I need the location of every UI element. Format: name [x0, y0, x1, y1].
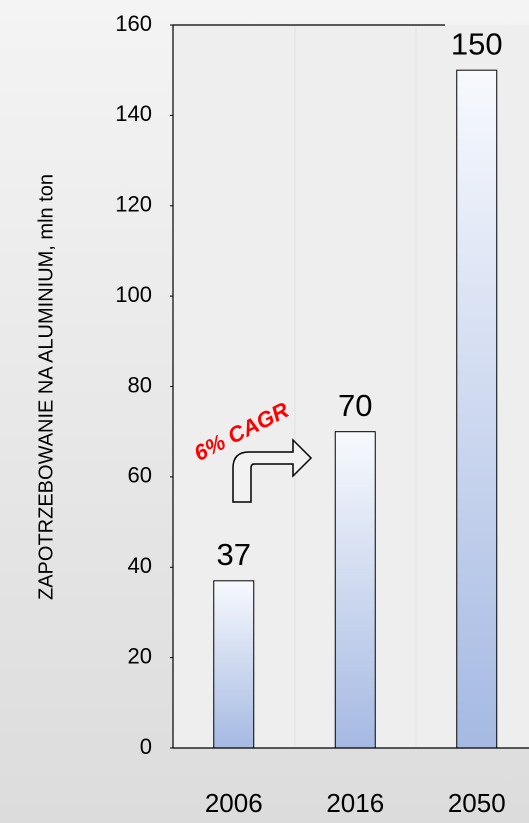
bar — [213, 580, 255, 749]
y-tick-label: 60 — [128, 463, 152, 488]
y-tick-label: 40 — [128, 553, 152, 578]
y-tick-label: 20 — [128, 643, 152, 668]
value-label: 150 — [451, 26, 503, 61]
marks — [213, 69, 498, 749]
y-tick-label: 100 — [115, 282, 152, 307]
y-tick-label: 120 — [115, 192, 152, 217]
growth-arrow — [232, 438, 313, 503]
x-tick-label: 2050 — [448, 788, 506, 818]
y-axis-title: ZAPOTRZEBOWANIE NA ALUMINIUM, mln ton — [35, 174, 57, 600]
bar — [456, 69, 498, 749]
y-tick-label: 160 — [115, 11, 152, 36]
value-label: 37 — [217, 537, 251, 572]
value-label: 70 — [338, 388, 372, 423]
y-tick-label: 80 — [128, 372, 152, 397]
x-tick-label: 2006 — [205, 788, 263, 818]
y-tick-label: 0 — [140, 734, 152, 759]
y-tick-label: 140 — [115, 101, 152, 126]
bar — [334, 431, 376, 749]
x-tick-label: 2016 — [326, 788, 384, 818]
